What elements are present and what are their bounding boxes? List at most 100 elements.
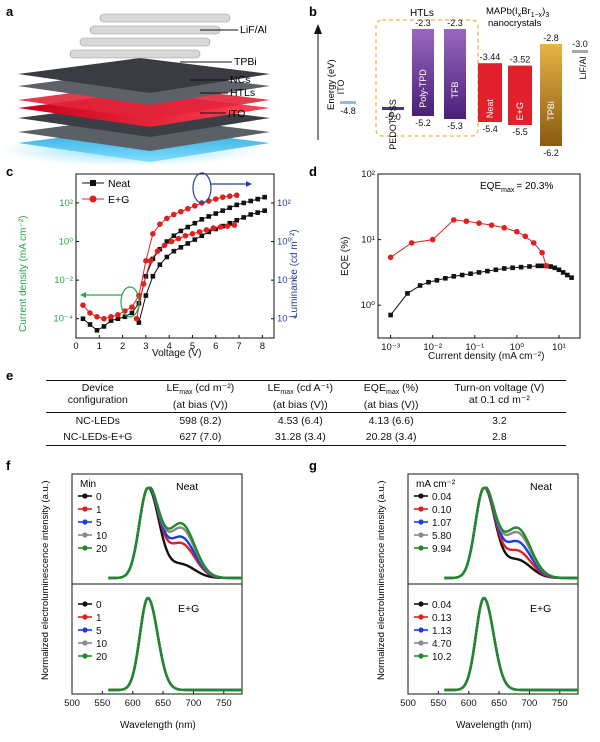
plot-frame-d [377,173,581,339]
header-le-cdm2-line1: LEmax (cd m⁻²) [166,382,235,397]
c-point [203,227,210,233]
c-y-right-tick-label: 10² [277,198,291,209]
f-bottom-spectrum-3 [108,596,242,692]
c-y-left-tick-label: 10⁰ [59,237,74,248]
c-point [206,229,212,235]
c-ylabel-right: Luminance (cd m⁻²) [289,229,300,318]
d-point [552,265,558,271]
f-x-tick-label: 500 [64,698,80,709]
f-legend-label: 5 [96,518,102,529]
c-point [234,202,240,208]
f-bottom-spectrum-2 [108,596,242,692]
c-point [199,233,205,239]
c-point [164,254,170,260]
f-legend-marker [82,532,88,538]
d-point [429,236,436,243]
c-point [231,222,238,228]
c-y-right-tick-label: 10⁰ [277,237,292,248]
f-legend-label: 20 [96,544,108,555]
f-x-tick-label: 650 [155,698,171,709]
htl-dashed-box [375,19,479,137]
c-point [219,194,226,200]
c-point [226,193,233,199]
panel-f: f Normalized electroluminescence intensi… [6,458,243,731]
panel-d: d EQE (%) Current density (mA cm⁻²) EQEm… [309,164,581,362]
c-point [175,235,182,242]
energy-box-tpbi [540,44,562,146]
c-point [122,314,128,320]
table-header-row: Device configuration LEmax (cd m⁻²) (at bi… [46,380,566,413]
panel-a: a LiF/Al TPBi NCs HTLs ITO [0,4,270,166]
f-legend-label: 1 [96,505,102,516]
c-point [150,231,156,237]
table-cell: 627 (7.0) [179,431,222,444]
lif-al-electrodes [69,13,231,59]
f-x-tick-label: 750 [216,698,232,709]
c-left-arrowhead [80,292,86,298]
f-legend-marker [82,493,88,499]
header-config-line2: configuration [67,394,128,406]
g-legend-label: 0.13 [432,613,452,624]
d-point [476,270,482,275]
f-top-spectrum-3 [108,486,243,580]
panel-label-f: f [6,458,11,473]
g-x-tick-label: 650 [491,698,507,709]
d-point [535,263,541,269]
c-point [182,232,189,239]
table-header: Device configuration LEmax (cd m⁻²) (at bi… [46,380,566,413]
c-point [108,313,114,320]
energy-top-value: -2.8 [543,33,559,43]
f-legend-label: 20 [96,652,108,663]
d-point [548,264,553,269]
f-legend-marker [82,506,88,512]
d-annotation-sub: max [501,187,515,194]
c-point [161,242,168,249]
g-legend-marker [418,532,424,538]
g-legend-marker [418,640,424,646]
c-point [143,293,149,298]
f-top-spectrum-0 [108,486,243,580]
d-point [476,220,482,226]
f-legend-marker [82,627,88,633]
c-ylabel-left: Current density (mA cm⁻²) [18,216,29,332]
f-legend-marker [82,653,88,659]
c-point [101,324,107,329]
energy-top-value: -3.44 [480,52,501,62]
g-bottom-label: E+G [530,603,551,615]
d-point [501,266,507,271]
table-cell: NC-LEDs [75,415,120,428]
d-point [451,274,457,279]
c-right-arrowhead [246,181,252,187]
c-x-tick-label: 6 [213,341,218,352]
d-point [450,217,457,223]
f-bottom-label: E+G [178,603,199,615]
c-y-right-tick-label: 10⁻² [277,275,296,286]
c-point [164,239,170,244]
c-x-tick-label: 1 [97,341,102,352]
c-point [171,233,177,239]
c-point [150,273,156,279]
c-x-tick-label: 0 [73,341,78,352]
f-legend-label: 10 [96,531,108,542]
c-point [185,224,191,230]
d-point [408,240,415,246]
d-y-tick-label: 10⁰ [361,300,376,311]
c-point [171,248,177,254]
f-bottom-spectrum-4 [108,596,242,692]
d-point [485,268,490,274]
header-turnon: Turn-on voltage (V) at 0.1 cd m⁻² [433,381,566,413]
panel-label-c: c [6,164,13,179]
c-point [233,192,240,199]
energy-box-tfb [444,29,466,119]
f-legend-marker [82,519,88,525]
g-top-label: Neat [530,481,552,493]
energy-box-label: E+G [515,102,525,120]
g-bottom-spectrum-0 [444,596,578,692]
table-cell: NC-LEDs-E+G [63,431,133,444]
c-x-tick-label: 4 [167,341,172,352]
c-y-left-tick-label: 10² [59,198,73,209]
layer-label-ncs: NCs [230,74,250,86]
panel-label-a: a [6,4,14,19]
d-annotation-text: EQE [480,181,501,192]
d-point [556,267,562,273]
